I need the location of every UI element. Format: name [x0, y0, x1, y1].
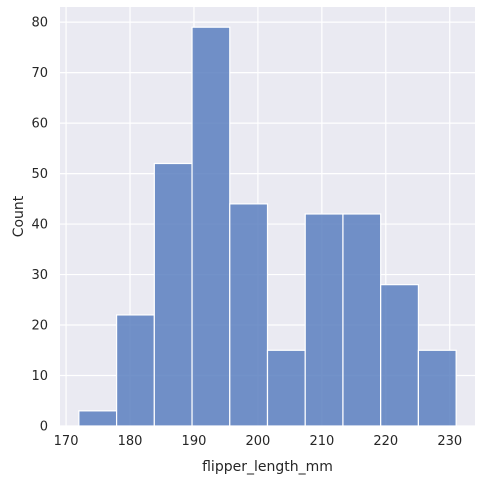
histogram-bars — [78, 26, 457, 427]
x-tick-label: 190 — [182, 434, 207, 449]
y-tick-label: 40 — [31, 218, 48, 233]
y-tick-label: 80 — [31, 16, 48, 31]
histogram-bar — [78, 410, 118, 427]
histogram-bar — [153, 162, 193, 427]
histogram-bar — [342, 213, 382, 427]
x-axis-label: flipper_length_mm — [202, 459, 333, 475]
y-tick-label: 20 — [31, 319, 48, 334]
y-tick-label: 60 — [31, 117, 48, 132]
histogram-bar — [266, 349, 306, 427]
y-tick-labels: 0 10 20 30 40 50 60 70 80 — [31, 16, 48, 435]
y-tick-label: 10 — [31, 369, 48, 384]
x-tick-label: 170 — [54, 434, 79, 449]
histogram-bar — [191, 26, 231, 427]
x-tick-label: 180 — [118, 434, 143, 449]
x-tick-labels: 170 180 190 200 210 220 230 — [54, 434, 462, 449]
x-tick-label: 210 — [309, 434, 334, 449]
histogram-bar — [229, 203, 269, 427]
histogram-bar — [115, 314, 155, 427]
y-axis-label: Count — [11, 195, 27, 237]
x-tick-label: 220 — [373, 434, 398, 449]
x-tick-label: 230 — [437, 434, 462, 449]
histogram-bar — [304, 213, 344, 427]
y-tick-label: 50 — [31, 167, 48, 182]
x-tick-label: 200 — [245, 434, 270, 449]
histogram-bar — [417, 349, 457, 427]
y-tick-label: 30 — [31, 268, 48, 283]
y-tick-label: 70 — [31, 66, 48, 81]
y-tick-label: 0 — [40, 420, 48, 435]
histogram-bar — [380, 284, 420, 427]
